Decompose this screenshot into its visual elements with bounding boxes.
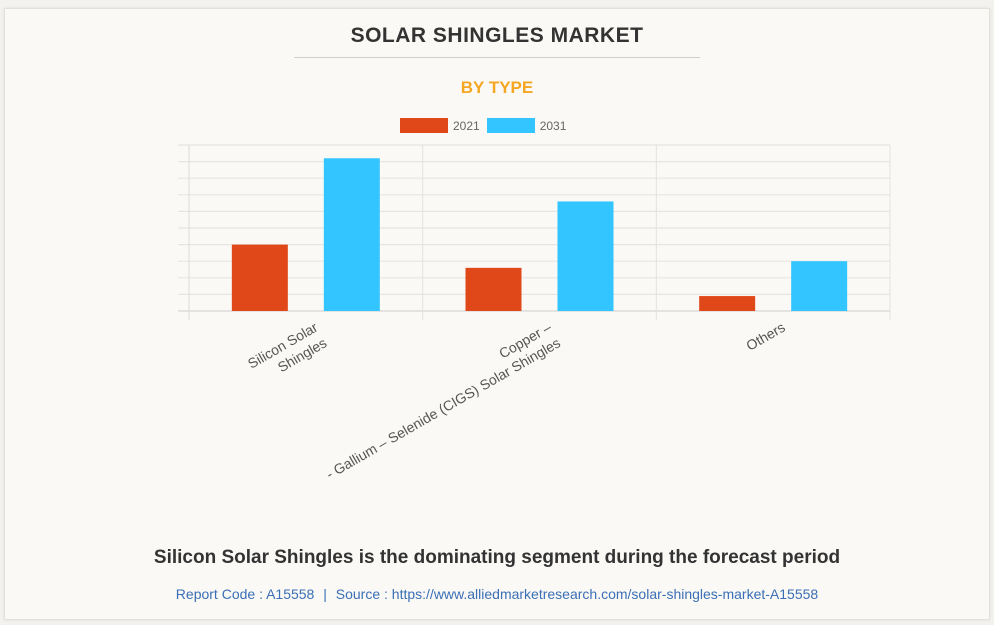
legend-label-2021: 2021 [453,118,480,133]
chart-card [4,8,990,620]
bar-2031-2 [791,261,848,311]
chart-title: SOLAR SHINGLES MARKET [350,24,644,47]
key-finding-headline: Silicon Solar Shingles is the dominating… [153,547,841,568]
legend-item-2031[interactable]: 2031 [486,118,567,133]
report-code: Report Code : A15558 [175,586,315,602]
source-link[interactable]: Source : https://www.alliedmarketresearc… [335,586,819,602]
x-tick-label: Others [743,319,787,354]
bar-2021-0 [231,244,288,311]
source-separator: | [323,586,327,602]
bar-2021-2 [699,296,756,311]
x-tick-label-group: Copper –- Gallium – Selenide (CIGS) Sola… [323,319,563,482]
legend-swatch-2021 [400,118,448,133]
source-line: Report Code : A15558 | Source : https://… [0,586,994,602]
bar-2021-1 [465,267,522,311]
legend: 2021 2031 [400,118,573,133]
legend-label-2031: 2031 [539,118,567,133]
legend-item-2021[interactable]: 2021 [400,118,480,133]
x-tick-label: - Gallium – Selenide (CIGS) Solar Shingl… [323,334,563,482]
bar-2031-1 [557,201,614,311]
legend-swatch-2031 [486,118,535,133]
chart-subtitle: BY TYPE [460,78,534,97]
x-tick-label-group: Others [743,319,787,354]
title-divider [294,57,700,58]
bar-2031-0 [323,158,380,311]
